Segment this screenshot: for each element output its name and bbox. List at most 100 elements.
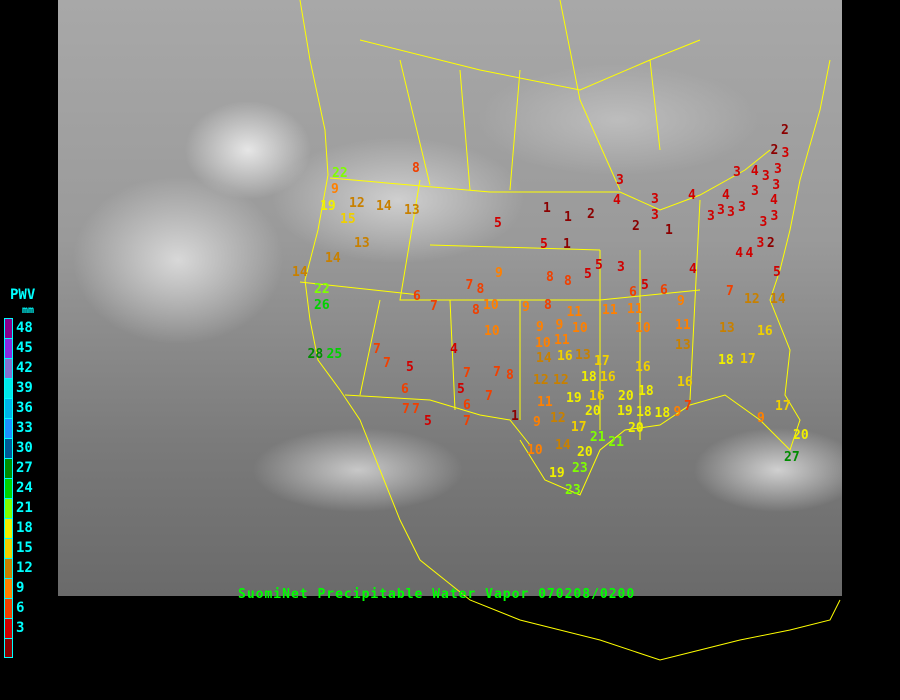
station-value: 5 bbox=[595, 257, 603, 273]
station-value: 4 bbox=[735, 245, 744, 261]
station-value: 7 bbox=[463, 414, 471, 429]
station-value: 18 bbox=[654, 405, 671, 421]
station-value: 17 bbox=[740, 351, 756, 367]
legend-swatch bbox=[4, 598, 13, 618]
station-value: 3 bbox=[717, 202, 725, 218]
station-value: 13 bbox=[719, 320, 735, 336]
station-value: 15 bbox=[340, 212, 356, 227]
station-value: 9 bbox=[673, 404, 682, 420]
legend-label: 39 bbox=[16, 380, 33, 396]
station-value: 7 bbox=[493, 364, 501, 380]
station-value: 11 bbox=[602, 302, 618, 318]
station-value: 20 bbox=[618, 388, 634, 404]
legend-swatch bbox=[4, 358, 13, 378]
station-value: 9 bbox=[495, 265, 503, 281]
station-value: 12 bbox=[550, 410, 566, 426]
station-value: 6 bbox=[463, 398, 471, 413]
station-value: 7 bbox=[402, 401, 410, 417]
legend-label: 30 bbox=[16, 440, 33, 456]
station-value: 3 bbox=[774, 161, 782, 177]
station-value: 8 bbox=[472, 302, 480, 318]
legend-swatch bbox=[4, 438, 13, 458]
station-value: 14 bbox=[376, 198, 392, 214]
station-value: 21 bbox=[589, 429, 606, 445]
station-value: 3 bbox=[651, 207, 659, 223]
station-value: 14 bbox=[770, 291, 786, 307]
station-value: 17 bbox=[775, 398, 791, 414]
legend-label: 12 bbox=[16, 560, 33, 576]
station-value: 4 bbox=[688, 187, 696, 203]
station-value: 12 bbox=[349, 196, 365, 211]
station-value: 2 bbox=[781, 122, 789, 138]
station-value: 18 bbox=[636, 405, 652, 421]
station-value: 21 bbox=[608, 434, 624, 450]
station-value: 14 bbox=[536, 350, 552, 366]
station-value: 17 bbox=[570, 419, 587, 435]
legend-swatch bbox=[4, 518, 13, 538]
station-value: 9 bbox=[677, 293, 685, 309]
station-value: 19 bbox=[617, 403, 633, 419]
station-value: 14 bbox=[292, 264, 308, 280]
station-value: 19 bbox=[566, 390, 582, 406]
station-value: 6 bbox=[629, 284, 637, 300]
station-value: 7 bbox=[683, 398, 692, 414]
station-value: 5 bbox=[584, 266, 592, 282]
station-value: 4 bbox=[770, 193, 778, 209]
station-value: 5 bbox=[773, 264, 781, 280]
station-value: 9 bbox=[522, 299, 530, 315]
station-value: 11 bbox=[554, 332, 570, 348]
station-value: 10 bbox=[483, 298, 499, 313]
legend-swatch bbox=[4, 478, 13, 498]
station-value: 20 bbox=[585, 403, 601, 419]
station-value: 3 bbox=[651, 191, 659, 207]
station-value: 4 bbox=[750, 163, 759, 179]
station-value: 1 bbox=[563, 236, 571, 252]
station-value: 8 bbox=[546, 269, 554, 285]
station-value: 10 bbox=[527, 442, 543, 458]
station-value: 20 bbox=[577, 444, 593, 460]
map-title: SuomiNet Precipitable Water Vapor 070208… bbox=[238, 587, 636, 602]
legend-label: 36 bbox=[16, 400, 33, 416]
station-value: 28 bbox=[307, 346, 324, 362]
station-value: 18 bbox=[581, 369, 597, 385]
station-value: 5 bbox=[424, 413, 432, 429]
legend-swatch bbox=[4, 418, 13, 438]
station-value: 22 bbox=[332, 166, 348, 181]
station-value: 12 bbox=[533, 372, 549, 388]
station-value: 20 bbox=[793, 427, 809, 443]
station-value: 18 bbox=[638, 383, 654, 399]
station-value: 3 bbox=[759, 214, 768, 230]
station-value: 2 bbox=[632, 218, 640, 234]
station-value: 5 bbox=[457, 381, 465, 397]
station-value: 14 bbox=[325, 250, 341, 266]
station-value: 7 bbox=[465, 277, 474, 293]
legend-swatch bbox=[4, 538, 13, 558]
station-value: 3 bbox=[733, 164, 741, 180]
station-value: 3 bbox=[616, 172, 624, 188]
legend-label: 3 bbox=[16, 620, 25, 636]
legend-unit: mm bbox=[22, 305, 35, 316]
station-value: 7 bbox=[373, 341, 381, 357]
station-value: 2 bbox=[766, 235, 775, 251]
legend-label: 15 bbox=[16, 540, 33, 556]
legend-title: PWV bbox=[10, 287, 36, 303]
legend-swatch bbox=[4, 398, 13, 418]
station-value: 3 bbox=[781, 145, 790, 161]
legend-label: 45 bbox=[16, 340, 33, 356]
legend-label: 18 bbox=[16, 520, 33, 536]
legend-swatch bbox=[4, 558, 13, 578]
station-value: 8 bbox=[476, 282, 485, 297]
legend-label: 9 bbox=[16, 580, 25, 596]
station-value: 3 bbox=[770, 209, 779, 225]
station-value: 12 bbox=[744, 291, 760, 307]
station-value: 27 bbox=[784, 449, 800, 465]
station-value: 4 bbox=[613, 192, 621, 208]
station-value: 16 bbox=[589, 388, 605, 404]
mexico-us-border bbox=[344, 394, 531, 446]
station-value: 1 bbox=[564, 209, 572, 225]
legend-label: 24 bbox=[16, 480, 33, 496]
satellite-image bbox=[58, 0, 842, 596]
station-value: 8 bbox=[544, 297, 552, 313]
station-value: 3 bbox=[707, 208, 715, 224]
canada-provinces bbox=[359, 39, 701, 151]
